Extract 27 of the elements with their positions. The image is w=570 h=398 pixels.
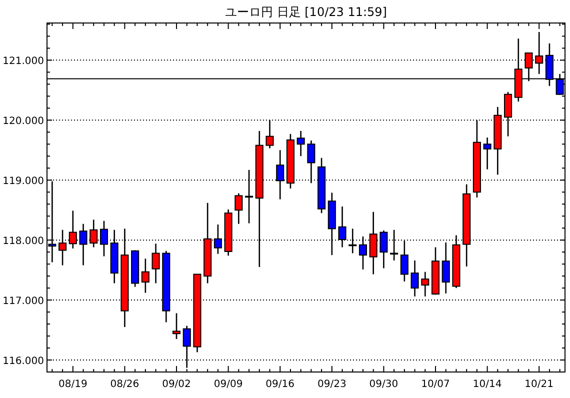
y-tick-label: 117.000 [2,296,44,308]
x-tick-label: 08/19 [58,379,88,390]
x-tick-label: 09/02 [162,379,191,390]
candlestick [296,130,305,157]
y-tick-label: 118.000 [2,236,44,248]
candlestick [58,229,67,266]
y-tick-label: 116.000 [2,356,44,368]
y-tick-label: 121.000 [2,56,44,68]
candlestick [442,242,450,294]
candlestick [141,258,150,294]
candlestick [421,271,430,298]
candlestick [483,136,492,170]
y-tick-label: 120.000 [2,116,44,128]
x-tick-label: 10/07 [421,379,450,390]
x-tick-label: 09/16 [266,379,295,390]
candlestick [172,312,181,340]
y-tick-label: 119.000 [2,176,44,188]
x-tick-label: 09/09 [214,379,243,390]
x-tick-label: 09/30 [369,379,398,390]
x-tick-label: 10/14 [472,379,502,390]
candlestick [410,260,419,298]
chart-title: ユーロ円 日足 [10/23 11:59] [225,5,387,19]
candlestick [234,192,243,225]
candlestick [152,243,160,284]
x-tick-label: 09/23 [317,379,346,390]
x-tick-label: 10/21 [524,379,554,390]
x-tick-label: 08/26 [110,379,140,390]
